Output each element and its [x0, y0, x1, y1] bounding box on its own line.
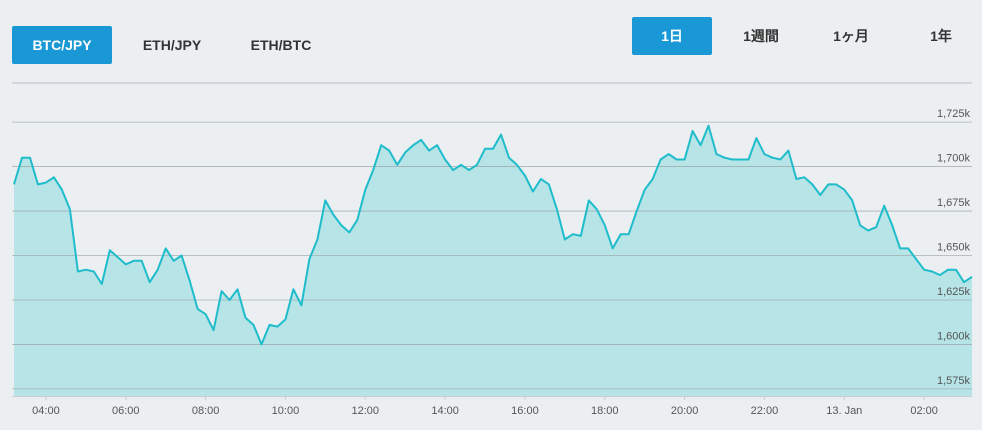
y-tick-label: 1,600k — [937, 330, 971, 342]
y-tick-label: 1,650k — [937, 242, 971, 254]
y-tick-label: 1,725k — [937, 108, 971, 120]
x-tick-label: 14:00 — [431, 405, 459, 417]
pair-tab[interactable]: ETH/BTC — [250, 37, 312, 53]
range-tab[interactable]: 1ヶ月 — [833, 28, 869, 44]
pair-tab[interactable]: BTC/JPY — [12, 26, 112, 64]
price-line — [13, 124, 973, 346]
x-tick-label: 12:00 — [351, 405, 379, 417]
x-tick-label: 13. Jan — [826, 405, 862, 417]
x-tick-label: 16:00 — [511, 405, 539, 417]
range-tab[interactable]: 1年 — [930, 28, 952, 44]
y-tick-label: 1,575k — [937, 375, 971, 387]
range-tab[interactable]: 1週間 — [743, 28, 779, 44]
area-fill — [14, 125, 972, 396]
x-tick-label: 02:00 — [910, 405, 938, 417]
x-tick-label: 20:00 — [671, 405, 699, 417]
y-tick-label: 1,700k — [937, 153, 971, 165]
pair-tab[interactable]: ETH/JPY — [142, 37, 202, 53]
x-tick-label: 04:00 — [32, 405, 60, 417]
y-tick-label: 1,625k — [937, 286, 971, 298]
x-tick-label: 22:00 — [751, 405, 779, 417]
x-tick-label: 08:00 — [192, 405, 220, 417]
x-tick-label: 10:00 — [272, 405, 300, 417]
y-tick-label: 1,675k — [937, 197, 971, 209]
x-tick-label: 06:00 — [112, 405, 140, 417]
x-tick-label: 18:00 — [591, 405, 619, 417]
range-tab[interactable]: 1日 — [632, 17, 712, 55]
